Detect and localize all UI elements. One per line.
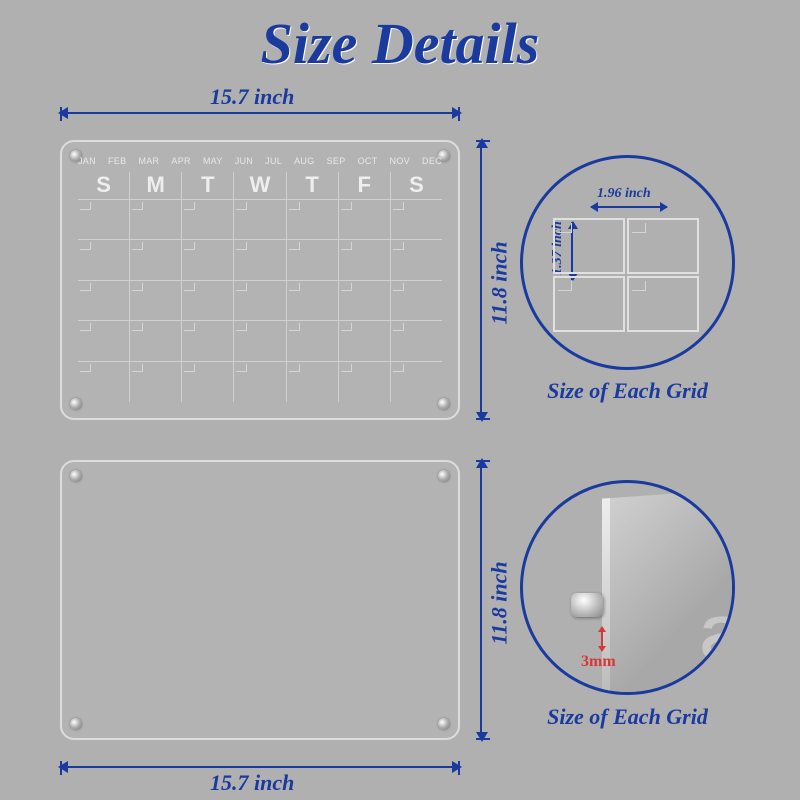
- grid-size-caption: Size of Each Grid: [520, 378, 735, 404]
- blank-board: [60, 460, 460, 740]
- dim-width-bottom-label: 15.7 inch: [210, 770, 294, 796]
- thickness-label: 3mm: [581, 653, 616, 671]
- grid-size-detail: 1.96 inch 1.37 inch: [520, 155, 735, 370]
- page-title: Size Details: [261, 10, 540, 77]
- acrylic-edge: DEC S: [608, 488, 735, 695]
- day-header-row: SMT WTF S: [78, 172, 442, 200]
- thickness-caption: Size of Each Grid: [520, 704, 735, 730]
- dim-height-bottom-label: 11.8 inch: [487, 561, 513, 644]
- thickness-dim: [601, 629, 603, 649]
- dim-height-bottom: [480, 460, 482, 740]
- thickness-detail: DEC S 3mm: [520, 480, 735, 695]
- calendar-board: JANFEBMAR APRMAYJUN JULAUGSEP OCTNOVDEC …: [60, 140, 460, 420]
- magnet-icon: [571, 593, 603, 617]
- dim-height-top-label: 11.8 inch: [487, 241, 513, 324]
- grid-width-dim: [591, 206, 667, 208]
- calendar-grid: SMT WTF S: [78, 172, 442, 402]
- dim-height-top: [480, 140, 482, 420]
- ghost-day-letter: S: [700, 602, 735, 674]
- grid-width-label: 1.96 inch: [597, 186, 651, 202]
- ghost-month-label: DEC: [715, 517, 735, 531]
- dim-width-top-label: 15.7 inch: [210, 84, 294, 110]
- dim-width-bottom: [60, 766, 460, 768]
- dim-width-top: [60, 112, 460, 114]
- month-row: JANFEBMAR APRMAYJUN JULAUGSEP OCTNOVDEC: [78, 156, 442, 166]
